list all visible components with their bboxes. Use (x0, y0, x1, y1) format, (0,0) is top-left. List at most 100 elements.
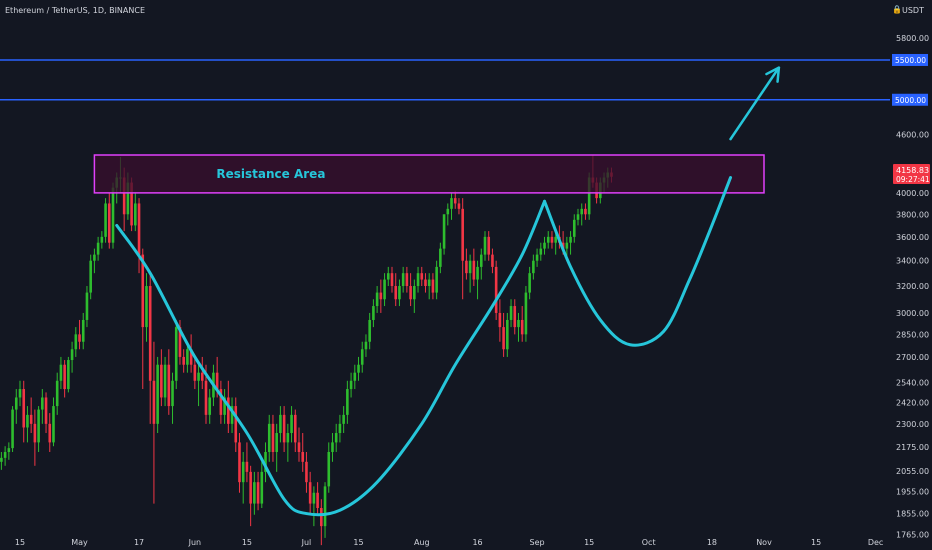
candle (494, 260, 498, 320)
candle (513, 299, 517, 335)
candle (394, 273, 398, 307)
candle (29, 397, 33, 434)
candle-body (111, 187, 115, 243)
candle-body (290, 414, 293, 434)
candle-body (67, 360, 70, 390)
candle (483, 231, 487, 261)
candle (327, 442, 331, 493)
y-tick-label: 2700.00 (896, 353, 929, 362)
candle (171, 372, 174, 424)
y-tick-label: 2300.00 (896, 420, 929, 429)
candle (219, 380, 223, 424)
candle-body (372, 306, 375, 320)
x-tick-label: Jun (188, 538, 202, 547)
candle-body (107, 203, 111, 243)
x-tick-label: 15 (15, 538, 25, 547)
candle (286, 423, 290, 462)
candle-body (204, 380, 208, 415)
candle (70, 341, 74, 373)
candle (81, 312, 85, 350)
y-tick-label: 1855.00 (896, 510, 929, 519)
x-axis: 15 May 17 Jun 15 Jul 15 Aug 16 Sep 15 Oct 18 Nov 15 Dec (15, 538, 883, 547)
candle (18, 380, 22, 407)
candle-body (457, 203, 461, 209)
candle-body (189, 349, 193, 365)
candle (349, 372, 353, 398)
candle (468, 254, 472, 293)
candle (223, 389, 226, 424)
candle (141, 248, 145, 390)
candle-body (275, 433, 278, 452)
y-tick-label: 5800.00 (896, 34, 929, 43)
candle-body (238, 442, 241, 483)
candle-body (282, 414, 286, 443)
candle (245, 442, 249, 483)
candle-body (368, 319, 371, 342)
candle (524, 286, 528, 342)
candle-body (55, 380, 59, 407)
candle (167, 349, 171, 415)
candle (193, 356, 197, 390)
candle-body (85, 292, 89, 320)
candle (580, 203, 584, 226)
candle-body (7, 448, 11, 452)
candle (532, 254, 535, 280)
horizontal-level-tag (892, 53, 928, 66)
candle (461, 198, 464, 300)
candle-body (360, 349, 364, 365)
candle-body (427, 279, 431, 287)
candle-body (398, 286, 401, 300)
candle (498, 299, 502, 342)
candle-body (22, 389, 26, 428)
y-axis: 1765.00 1855.00 1955.00 2055.00 2175.00 2300.… (896, 34, 929, 540)
candle (63, 360, 66, 398)
x-tick-label: Sep (530, 538, 545, 547)
candle (137, 198, 141, 274)
candle-body (364, 341, 368, 350)
candle-body (520, 319, 524, 335)
candle-body (446, 208, 450, 215)
candle-body (182, 356, 185, 365)
candle (305, 451, 308, 493)
candle-body (572, 219, 576, 237)
candle (279, 406, 282, 443)
horizontal-level-label: 5500.00 (895, 56, 926, 65)
candle-body (517, 319, 520, 328)
candle-body (554, 236, 557, 243)
candle (439, 242, 442, 274)
candle (546, 231, 550, 249)
candle-body (357, 364, 360, 373)
candle (427, 273, 431, 300)
lock-icon: 🔒 (892, 5, 902, 14)
y-tick-label: 2420.00 (896, 399, 929, 408)
x-tick-label: 18 (707, 538, 717, 547)
currency-selector[interactable]: 🔒 USDT (892, 5, 924, 15)
candle (67, 356, 70, 393)
candle (379, 279, 383, 313)
candle (107, 192, 111, 249)
candle (238, 433, 241, 493)
last-price-value: 4158.83 (896, 166, 929, 175)
candle (323, 482, 327, 538)
candle-body (219, 389, 223, 415)
candle (476, 260, 479, 300)
candle (517, 312, 520, 342)
candle-body (197, 372, 200, 381)
candle (148, 273, 152, 424)
candle-body (122, 177, 126, 215)
candle (401, 266, 405, 293)
candle (7, 442, 11, 460)
candle-body (413, 286, 416, 300)
candle-body (375, 292, 379, 307)
candle-body (431, 279, 435, 293)
candle (431, 273, 435, 300)
candle-body (461, 208, 464, 261)
candle-body (134, 203, 137, 226)
candle-body (401, 273, 405, 287)
candle-body (327, 451, 331, 487)
candle (163, 356, 167, 407)
candle-body (539, 248, 543, 255)
candle-body (424, 279, 427, 287)
candle (256, 471, 260, 511)
